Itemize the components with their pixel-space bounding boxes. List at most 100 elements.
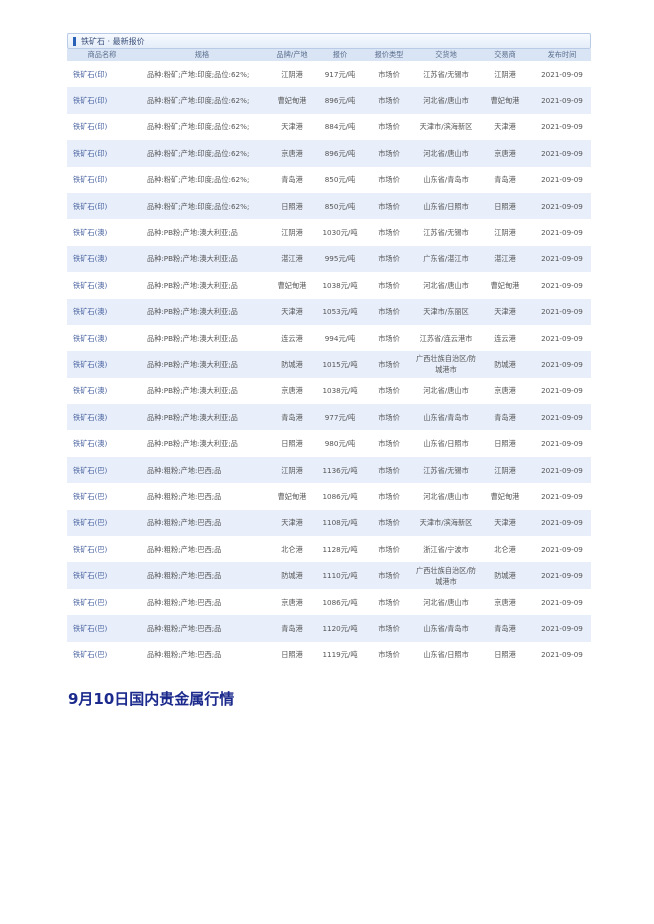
cell-date: 2021-09-09 (533, 615, 591, 642)
table-row: 铁矿石(澳) 品种:PB粉;产地:澳大利亚;品 湛江港 995元/吨 市场价 广东省/湛江… (67, 245, 591, 273)
cell-trader: 京唐港 (494, 386, 516, 396)
cell-delivery: 广东省/湛江市 (415, 245, 477, 273)
cell-price: 994元/吨 (324, 333, 356, 343)
cell-spec: 品种:粉矿;产地:印度;品位:62%; (147, 122, 250, 132)
cell-name[interactable]: 铁矿石(印) (67, 192, 137, 220)
cell-name[interactable]: 铁矿石(印) (73, 122, 108, 132)
table-row: 铁矿石(澳) 品种:PB粉;产地:澳大利亚;品 防城港 1015元/吨 市场价 广西壮族自… (67, 351, 591, 378)
cell-spec: 品种:PB粉;产地:澳大利亚;品 (137, 245, 267, 273)
cell-spec: 品种:PB粉;产地:澳大利亚;品 (147, 333, 238, 343)
cell-date: 2021-09-09 (533, 87, 591, 114)
cell-name[interactable]: 铁矿石(印) (73, 175, 108, 185)
cell-trader: 曹妃甸港 (490, 280, 520, 290)
cell-name[interactable]: 铁矿石(印) (67, 87, 137, 114)
table-row: 铁矿石(巴) 品种:粗粉;产地:巴西;品 江阴港 1136元/吨 市场价 江苏省/无锡市江… (67, 456, 591, 484)
table-header-row: 商品名称 规格 品牌/产地 报价 报价类型 交货地 交易商 发布时间 (67, 49, 591, 61)
cell-name[interactable]: 铁矿石(澳) (67, 245, 137, 273)
cell-price-type: 市场价 (378, 439, 400, 449)
cell-date: 2021-09-09 (541, 333, 583, 343)
section-heading: 9月10日国内贵金属行情 (68, 690, 235, 708)
table-row: 铁矿石(印) 品种:粉矿;产地:印度;品位:62%; 曹妃甸港 896元/吨 市场价 河北… (67, 87, 591, 114)
cell-price: 1086元/吨 (322, 491, 358, 501)
column-header-trader: 交易商 (477, 49, 533, 61)
cell-delivery: 山东省/日照市 (423, 650, 469, 660)
cell-trader: 防城港 (477, 562, 533, 589)
cell-name[interactable]: 铁矿石(印) (73, 69, 108, 79)
cell-date: 2021-09-09 (541, 597, 583, 607)
cell-price: 1030元/吨 (322, 228, 358, 238)
price-table: 商品名称 规格 品牌/产地 报价 报价类型 交货地 交易商 发布时间 铁矿石(印) 品种:粉矿;… (67, 49, 591, 668)
cell-name[interactable]: 铁矿石(巴) (67, 562, 137, 589)
cell-price: 850元/吨 (317, 192, 363, 220)
cell-spec: 品种:粗粉;产地:巴西;品 (147, 650, 222, 660)
cell-delivery: 河北省/唐山市 (423, 386, 469, 396)
cell-date: 2021-09-09 (533, 456, 591, 484)
cell-brand: 天津港 (281, 122, 303, 132)
cell-name[interactable]: 铁矿石(澳) (67, 404, 137, 431)
column-header-name: 商品名称 (67, 49, 137, 61)
cell-name[interactable]: 铁矿石(巴) (67, 456, 137, 484)
cell-date: 2021-09-09 (541, 650, 583, 660)
panel-titlebar: 铁矿石 · 最新报价 (67, 33, 591, 49)
cell-trader: 京唐港 (477, 140, 533, 167)
cell-price-type: 市场价 (378, 650, 400, 660)
cell-brand: 曹妃甸港 (277, 491, 307, 501)
cell-name[interactable]: 铁矿石(澳) (73, 386, 108, 396)
cell-date: 2021-09-09 (533, 509, 591, 537)
cell-price-type: 市场价 (363, 615, 415, 642)
cell-date: 2021-09-09 (541, 122, 583, 132)
table-row: 铁矿石(印) 品种:粉矿;产地:印度;品位:62%; 京唐港 896元/吨 市场价 河北省… (67, 140, 591, 167)
cell-price-type: 市场价 (363, 509, 415, 537)
cell-brand: 青岛港 (267, 404, 317, 431)
table-row: 铁矿石(巴) 品种:粗粉;产地:巴西;品 青岛港 1120元/吨 市场价 山东省/青岛市青… (67, 615, 591, 642)
cell-price: 1086元/吨 (322, 597, 358, 607)
table-row: 铁矿石(澳) 品种:PB粉;产地:澳大利亚;品 天津港 1053元/吨 市场价 天津市/东… (67, 298, 591, 325)
cell-name[interactable]: 铁矿石(巴) (67, 615, 137, 642)
cell-name[interactable]: 铁矿石(巴) (73, 650, 108, 660)
cell-name[interactable]: 铁矿石(澳) (73, 333, 108, 343)
cell-name[interactable]: 铁矿石(巴) (73, 544, 108, 554)
column-header-date: 发布时间 (533, 49, 591, 61)
cell-price-type: 市场价 (363, 192, 415, 220)
cell-trader: 天津港 (477, 509, 533, 537)
cell-spec: 品种:粗粉;产地:巴西;品 (137, 562, 267, 589)
cell-date: 2021-09-09 (541, 69, 583, 79)
cell-delivery: 山东省/青岛市 (415, 615, 477, 642)
cell-trader: 曹妃甸港 (490, 491, 520, 501)
panel-title: 铁矿石 · 最新报价 (81, 36, 145, 46)
cell-delivery: 山东省/日照市 (415, 192, 477, 220)
table-row: 铁矿石(澳) 品种:PB粉;产地:澳大利亚;品 京唐港 1038元/吨 市场价 河北省/唐… (67, 378, 591, 404)
cell-date: 2021-09-09 (541, 544, 583, 554)
cell-name[interactable]: 铁矿石(澳) (73, 228, 108, 238)
cell-brand: 日照港 (281, 439, 303, 449)
cell-delivery: 山东省/青岛市 (423, 175, 469, 185)
cell-name[interactable]: 铁矿石(巴) (67, 509, 137, 537)
cell-trader: 天津港 (494, 122, 516, 132)
cell-price: 1053元/吨 (317, 298, 363, 325)
cell-delivery: 河北省/唐山市 (415, 87, 477, 114)
cell-delivery: 江苏省/无锡市 (423, 69, 469, 79)
cell-trader: 北仑港 (494, 544, 516, 554)
cell-price-type: 市场价 (378, 280, 400, 290)
cell-name[interactable]: 铁矿石(澳) (67, 351, 137, 378)
cell-name[interactable]: 铁矿石(巴) (73, 597, 108, 607)
cell-name[interactable]: 铁矿石(澳) (73, 280, 108, 290)
cell-price-type: 市场价 (378, 597, 400, 607)
cell-brand: 京唐港 (267, 140, 317, 167)
cell-delivery: 河北省/唐山市 (415, 140, 477, 167)
cell-trader: 青岛港 (477, 615, 533, 642)
cell-name[interactable]: 铁矿石(巴) (73, 491, 108, 501)
cell-name[interactable]: 铁矿石(印) (67, 140, 137, 167)
cell-trader: 湛江港 (477, 245, 533, 273)
cell-trader: 日照港 (477, 192, 533, 220)
cell-brand: 江阴港 (281, 69, 303, 79)
cell-trader: 京唐港 (494, 597, 516, 607)
cell-price-type: 市场价 (363, 87, 415, 114)
cell-price-type: 市场价 (378, 122, 400, 132)
cell-name[interactable]: 铁矿石(澳) (73, 439, 108, 449)
cell-price-type: 市场价 (378, 333, 400, 343)
cell-date: 2021-09-09 (533, 562, 591, 589)
cell-trader: 曹妃甸港 (477, 87, 533, 114)
cell-name[interactable]: 铁矿石(澳) (67, 298, 137, 325)
cell-brand: 京唐港 (281, 386, 303, 396)
